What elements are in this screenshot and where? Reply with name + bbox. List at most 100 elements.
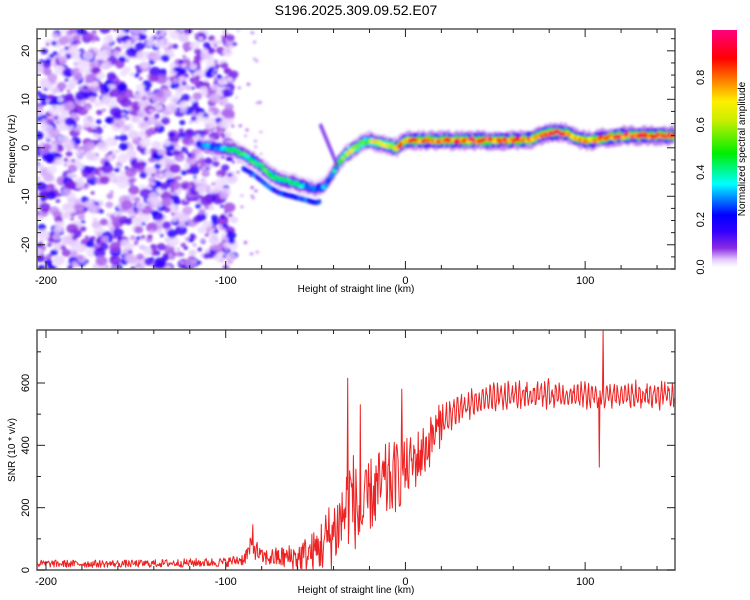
noise-blob: [86, 240, 95, 248]
noise-blob: [180, 146, 188, 153]
colorbar-tick-label: 0.8: [695, 70, 707, 85]
noise-blob: [59, 32, 64, 36]
ridge-cell: [325, 178, 331, 183]
noise-blob: [201, 220, 213, 230]
noise-blob: [92, 217, 98, 222]
noise-blob: [159, 233, 164, 238]
noise-blob: [208, 235, 220, 245]
noise-blob: [73, 144, 80, 150]
noise-blob: [54, 216, 63, 224]
noise-blob: [46, 156, 54, 162]
noise-blob: [156, 229, 163, 235]
ridge-cell: [330, 172, 335, 178]
noise-blob: [150, 248, 159, 256]
noise-blob: [147, 234, 153, 239]
noise-blob: [219, 190, 223, 194]
noise-blob: [220, 35, 225, 39]
noise-blob: [128, 130, 139, 140]
noise-blob: [78, 60, 90, 70]
noise-blob: [58, 36, 69, 46]
noise-blob: [249, 252, 254, 256]
noise-blob: [104, 86, 111, 92]
noise-blob: [40, 48, 49, 55]
noise-blob: [126, 114, 131, 118]
noise-blob: [58, 56, 68, 65]
colorbar-tick-label: 0.6: [695, 117, 707, 132]
noise-blob: [96, 141, 109, 152]
noise-blob: [200, 237, 206, 243]
noise-blob: [231, 228, 236, 232]
noise-blob: [37, 264, 46, 269]
noise-blob: [104, 136, 117, 147]
noise-blob: [78, 67, 85, 74]
noise-blob: [213, 229, 219, 234]
noise-blob: [189, 41, 201, 50]
colorbar-label: Normalized spectral amplitude: [737, 81, 748, 216]
noise-blob: [64, 95, 73, 103]
noise-blob: [147, 157, 154, 163]
noise-blob: [198, 208, 206, 215]
noise-blob: [68, 45, 79, 54]
noise-blob: [219, 130, 223, 134]
noise-blob: [70, 250, 78, 257]
noise-blob: [207, 47, 216, 55]
noise-blob: [50, 249, 59, 256]
noise-blob: [164, 265, 172, 269]
noise-blob: [110, 174, 122, 184]
noise-blob: [156, 225, 163, 230]
noise-blob: [38, 93, 48, 102]
noise-blob: [178, 59, 184, 65]
noise-blob: [134, 160, 146, 170]
noise-blob: [230, 124, 235, 128]
noise-blob: [113, 118, 125, 129]
noise-blob: [253, 139, 258, 143]
noise-blob: [153, 181, 162, 189]
noise-blob: [148, 35, 154, 41]
noise-blob: [95, 255, 108, 266]
noise-blob: [114, 224, 120, 230]
noise-blob: [184, 129, 196, 138]
noise-blob: [225, 252, 237, 262]
noise-blob: [156, 243, 166, 251]
noise-blob: [108, 92, 114, 97]
y-tick-label: 0: [20, 567, 32, 573]
noise-blob: [104, 97, 116, 107]
noise-blob: [184, 258, 196, 268]
noise-blob: [61, 212, 70, 219]
plot-frame: [36, 329, 676, 571]
noise-blob: [64, 78, 69, 82]
noise-blob: [154, 257, 166, 268]
noise-blob: [170, 212, 175, 216]
noise-blob: [179, 107, 187, 113]
noise-blob: [225, 44, 230, 48]
noise-blob: [176, 175, 181, 180]
noise-blob: [83, 207, 88, 211]
noise-blob: [45, 42, 50, 46]
noise-blob: [203, 113, 208, 118]
noise-blob: [56, 81, 67, 90]
noise-blob: [139, 171, 148, 179]
noise-blob: [135, 201, 146, 210]
noise-blob: [88, 96, 97, 103]
noise-blob: [200, 196, 213, 207]
noise-blob: [135, 65, 140, 70]
y-tick-label: 400: [20, 436, 32, 454]
noise-blob: [228, 157, 234, 162]
noise-blob: [154, 163, 162, 170]
noise-blob: [121, 112, 126, 116]
noise-blob: [60, 245, 67, 251]
noise-blob: [180, 169, 187, 176]
noise-blob: [229, 216, 239, 224]
noise-blob: [223, 108, 235, 119]
noise-blob: [204, 81, 209, 86]
noise-blob: [133, 210, 139, 215]
noise-blob: [238, 124, 243, 128]
y-tick-label: 200: [20, 498, 32, 516]
noise-blob: [91, 81, 99, 88]
noise-blob: [259, 152, 263, 156]
noise-blob: [133, 73, 140, 78]
noise-blob: [120, 200, 133, 211]
noise-blob: [162, 139, 171, 147]
noise-blob: [115, 60, 125, 69]
